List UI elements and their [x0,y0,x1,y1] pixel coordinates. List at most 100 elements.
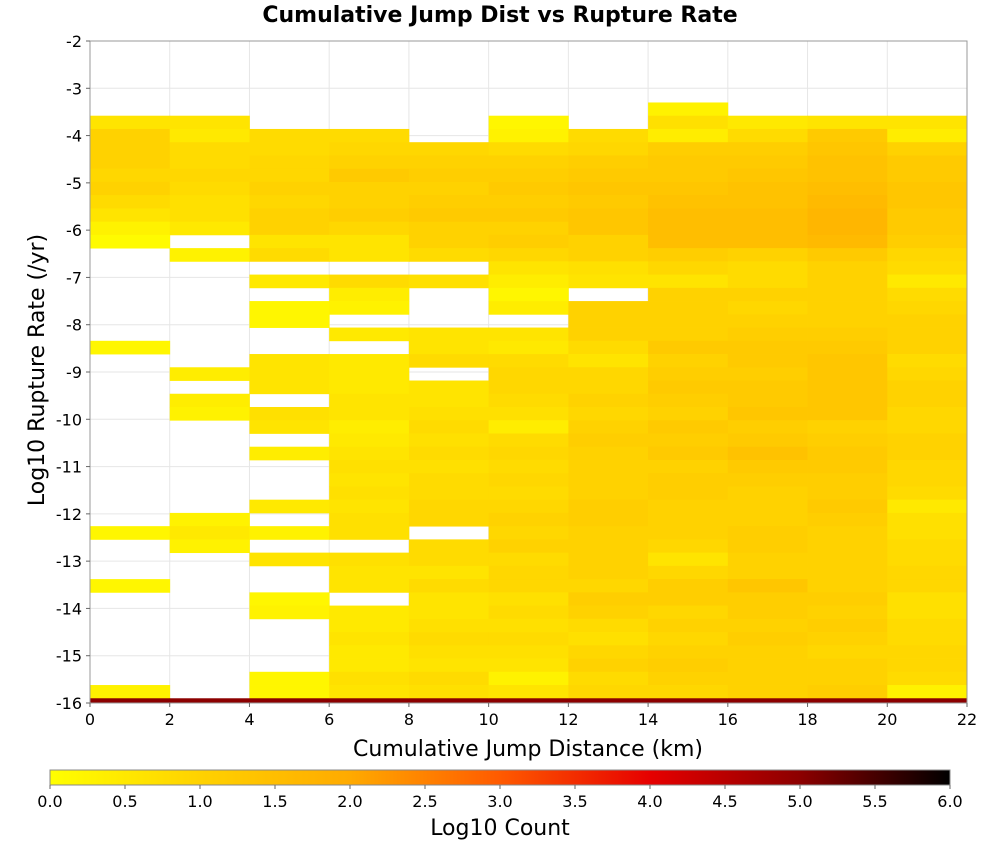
heatmap-cell [329,168,410,183]
heatmap-cell [408,155,490,170]
heatmap-cell [887,658,968,673]
heatmap-cell [807,314,888,328]
heatmap-cell [329,618,410,633]
heatmap-cell [807,433,888,448]
heatmap-cell [727,420,808,434]
x-tick-label: 12 [558,710,578,729]
heatmap-cell [887,248,968,262]
heatmap-cell [488,248,569,262]
colorbar-tick-label: 0.5 [112,792,137,811]
heatmap-cell [488,512,569,527]
heatmap-cell [568,420,649,434]
heatmap-cell [807,473,888,487]
heatmap-cell [807,354,888,368]
heatmap-cell [648,221,729,236]
heatmap-cell [648,446,729,461]
heatmap-cell [648,698,729,704]
heatmap-cell [169,526,250,540]
heatmap-cell [408,459,490,474]
heatmap-cell [648,539,729,554]
heatmap-cell [807,380,888,395]
heatmap-cell [408,671,490,686]
heatmap-cell [408,698,490,704]
heatmap-cell [408,512,490,527]
heatmap-cell [648,671,729,686]
heatmap-cell [329,512,410,527]
heatmap-cell [727,314,808,328]
heatmap-cell [727,579,808,593]
heatmap-cell [169,248,250,262]
x-tick-label: 4 [244,710,254,729]
heatmap-cell [329,579,410,593]
heatmap-cells [90,102,968,704]
heatmap-cell [488,354,569,368]
heatmap-cell [727,486,808,501]
heatmap-cell [887,526,968,540]
heatmap-cell [408,565,490,580]
heatmap-cell [807,155,888,170]
heatmap-cell [488,618,569,633]
heatmap-cell [727,287,808,302]
heatmap-cell [648,473,729,487]
heatmap-cell [887,340,968,355]
heatmap-cell [90,685,171,699]
heatmap-cell [488,446,569,461]
heatmap-cell [169,168,250,183]
heatmap-cell [329,287,410,302]
y-tick-label: -6 [66,221,82,240]
heatmap-cell [568,539,649,554]
colorbar-tick-label: 4.0 [637,792,662,811]
heatmap-cell [887,261,968,275]
heatmap-cell [249,274,330,289]
heatmap-cell [727,261,808,275]
heatmap-cell [568,685,649,699]
heatmap-cell [329,459,410,474]
heatmap-cell [727,446,808,461]
heatmap-cell [807,698,888,704]
heatmap-cell [568,234,649,249]
heatmap-cell [329,354,410,368]
heatmap-cell [887,512,968,527]
heatmap-cell [727,605,808,620]
heatmap-cell [488,221,569,236]
heatmap-cell [887,115,968,130]
heatmap-cell [648,605,729,620]
y-tick-label: -5 [66,174,82,193]
heatmap-cell [568,181,649,196]
colorbar-tick-label: 2.0 [337,792,362,811]
heatmap-cell [568,671,649,686]
heatmap-cell [807,459,888,474]
heatmap-cell [329,234,410,249]
heatmap-cell [249,446,330,461]
heatmap-cell [488,433,569,448]
heatmap-cell [807,221,888,236]
heatmap-cell [807,128,888,143]
heatmap-cell [488,671,569,686]
heatmap-cell [648,579,729,593]
heatmap-cell [648,512,729,527]
heatmap-cell [408,433,490,448]
heatmap-cell [90,579,171,593]
heatmap-cell [90,208,171,223]
heatmap-cell [568,261,649,275]
x-axis-label: Cumulative Jump Distance (km) [353,737,703,762]
heatmap-cell [90,168,171,183]
colorbar-tick-label: 5.0 [787,792,812,811]
heatmap-cell [887,698,968,704]
heatmap-cell [807,115,888,130]
heatmap-cell [249,155,330,170]
heatmap-cell [249,685,330,699]
heatmap-cell [488,128,569,143]
heatmap-cell [807,340,888,355]
heatmap-cell [807,406,888,421]
heatmap-cell [568,354,649,368]
heatmap-cell [249,367,330,381]
heatmap-cell [408,446,490,461]
heatmap-cell [488,605,569,620]
heatmap-cell [727,115,808,130]
colorbar-tick-label: 3.5 [562,792,587,811]
heatmap-cell [488,552,569,567]
heatmap-cell [887,618,968,633]
heatmap-cell [329,274,410,289]
heatmap-cell [249,128,330,143]
